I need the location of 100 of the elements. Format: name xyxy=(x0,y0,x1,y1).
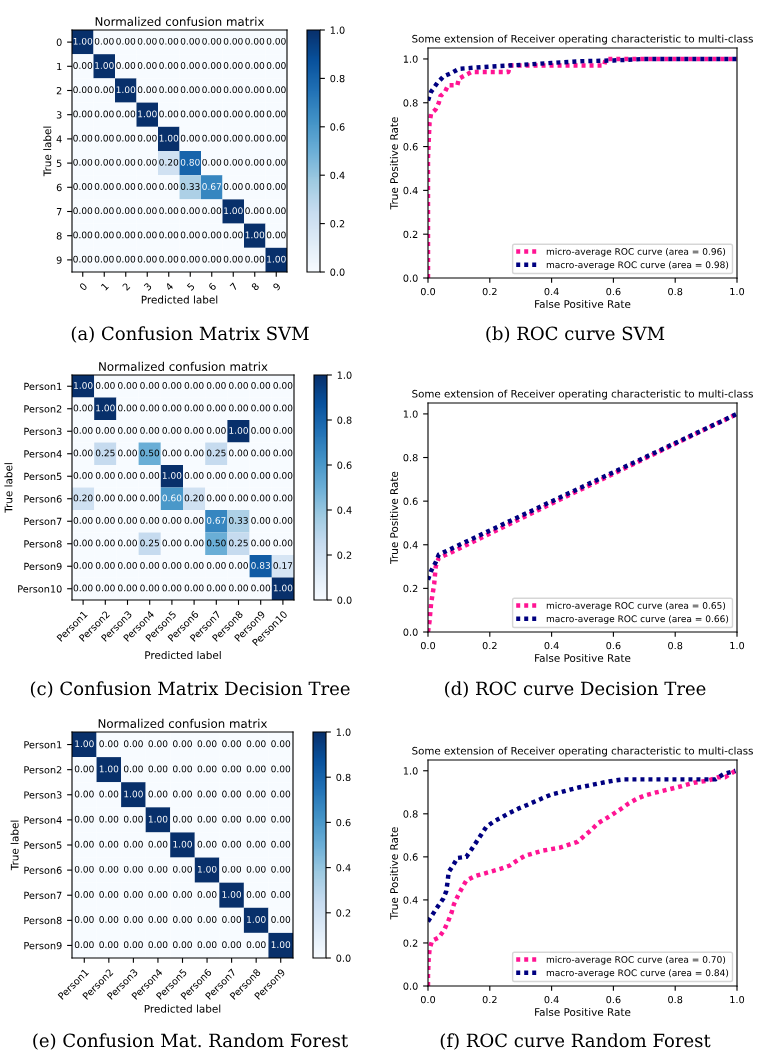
data-label: 0.00 xyxy=(222,740,242,748)
x-tick-label: 0.2 xyxy=(482,995,497,1004)
chart-title: Normalized confusion matrix xyxy=(95,16,265,26)
data-label: 0.00 xyxy=(162,449,182,457)
x-tick-label: 3 xyxy=(143,282,153,291)
data-label: 0.25 xyxy=(95,449,115,457)
data-label: 0.00 xyxy=(173,740,192,748)
data-label: 0.00 xyxy=(173,815,192,823)
data-label: 0.00 xyxy=(94,86,114,94)
x-tick-label: 8 xyxy=(250,282,260,291)
data-label: 0.00 xyxy=(184,562,204,569)
data-label: 0.00 xyxy=(223,231,243,239)
data-label: 0.60 xyxy=(162,494,182,502)
data-label: 0.00 xyxy=(123,740,143,748)
data-label: 0.00 xyxy=(116,255,136,263)
y-tick-label: 0.6 xyxy=(403,497,418,505)
data-label: 0.00 xyxy=(223,110,243,118)
data-label: 0.00 xyxy=(74,916,94,923)
y-tick-label: 0.2 xyxy=(403,939,418,947)
data-label: 0.00 xyxy=(94,37,114,45)
data-label: 0.00 xyxy=(94,231,114,239)
data-label: 0.00 xyxy=(162,427,182,434)
data-label: 1.00 xyxy=(95,62,114,69)
data-label: 0.00 xyxy=(118,382,137,389)
color-bar-label: 0.6 xyxy=(336,818,351,827)
text: (d) ROC curve Decision Tree xyxy=(445,681,706,698)
data-label: 0.00 xyxy=(266,86,286,94)
x-tick-label: 9 xyxy=(272,282,282,291)
data-label: 0.00 xyxy=(159,207,179,215)
data-label: 0.00 xyxy=(123,941,143,949)
data-label: 0.25 xyxy=(229,539,248,547)
line-series xyxy=(428,56,737,103)
data-label: 0.00 xyxy=(123,916,143,923)
data-label: 0.00 xyxy=(95,584,115,592)
data-label: 0.00 xyxy=(266,183,286,190)
data-label: 0.50 xyxy=(206,539,226,547)
data-label: 0.00 xyxy=(116,134,136,142)
data-label: 0.00 xyxy=(266,110,286,118)
x-axis-title: Predicted label xyxy=(145,651,221,660)
data-label: 0.00 xyxy=(222,815,242,823)
data-label: 0.00 xyxy=(206,427,226,434)
x-axis-title: False Positive Rate xyxy=(535,653,631,662)
x-tick-label: 1.0 xyxy=(730,995,745,1004)
data-label: 0.00 xyxy=(251,472,271,479)
data-label: 0.00 xyxy=(229,404,248,412)
data-label: 0.00 xyxy=(184,517,204,524)
data-label: 0.00 xyxy=(222,840,242,848)
color-bar-label: 0.4 xyxy=(330,171,345,180)
data-label: 0.00 xyxy=(140,494,160,502)
data-label: 0.00 xyxy=(273,382,293,389)
data-label: 0.00 xyxy=(116,37,136,45)
data-label: 0.00 xyxy=(73,472,93,479)
data-label: 0.83 xyxy=(251,562,271,569)
color-bar-label: 0.2 xyxy=(336,909,351,917)
data-label: 0.00 xyxy=(99,941,119,949)
data-label: 1.00 xyxy=(198,865,217,873)
data-label: 0.00 xyxy=(95,472,115,479)
x-tick-label: 1.0 xyxy=(730,641,745,650)
data-label: 0.00 xyxy=(202,134,222,142)
data-label: 0.00 xyxy=(271,815,291,823)
x-tick-label: 2 xyxy=(122,282,131,291)
y-tick-label: 8 xyxy=(56,232,62,240)
y-tick-label: 0.8 xyxy=(403,810,418,818)
data-label: 0.00 xyxy=(223,134,243,142)
chart-title: Some extension of Receiver operating characteristic to multi-class xyxy=(412,389,753,400)
data-label: 0.00 xyxy=(159,62,179,69)
data-label: 0.00 xyxy=(148,740,168,748)
data-label: 0.00 xyxy=(222,941,242,949)
data-label: 0.00 xyxy=(266,134,286,142)
y-tick-label: 0.0 xyxy=(403,274,418,282)
data-label: 0.00 xyxy=(251,539,271,547)
data-label: 0.00 xyxy=(99,815,119,823)
x-tick-label: 0.2 xyxy=(482,287,497,296)
x-tick-label: 0.8 xyxy=(668,641,683,650)
chart-title: Normalized confusion matrix xyxy=(98,718,268,728)
text: (a) Confusion Matrix SVM xyxy=(71,326,309,343)
data-label: 0.00 xyxy=(162,539,182,547)
data-label: 0.00 xyxy=(73,207,93,215)
data-label: 0.00 xyxy=(197,840,217,848)
data-label: 0.00 xyxy=(73,427,93,434)
data-label: 0.00 xyxy=(206,472,226,479)
data-label: 0.00 xyxy=(116,110,136,118)
data-label: 0.00 xyxy=(245,158,265,166)
data-label: 0.00 xyxy=(137,183,157,190)
data-label: 0.00 xyxy=(73,231,93,239)
data-label: 0.00 xyxy=(95,382,115,389)
y-tick-label: Person10 xyxy=(18,585,62,593)
data-label: 0.00 xyxy=(202,110,222,118)
data-label: 1.00 xyxy=(124,790,143,798)
y-tick-label: 1 xyxy=(57,62,62,70)
chart-title: Normalized confusion matrix xyxy=(99,361,268,371)
data-label: 0.00 xyxy=(180,110,200,118)
data-label: 0.20 xyxy=(73,494,93,502)
data-label: 0.00 xyxy=(223,37,243,45)
data-label: 0.00 xyxy=(148,765,168,773)
data-label: 0.00 xyxy=(245,110,265,118)
y-tick-label: Person8 xyxy=(24,540,62,548)
data-label: 0.00 xyxy=(123,840,143,848)
data-label: 0.00 xyxy=(148,891,168,898)
data-label: 1.00 xyxy=(273,584,293,592)
